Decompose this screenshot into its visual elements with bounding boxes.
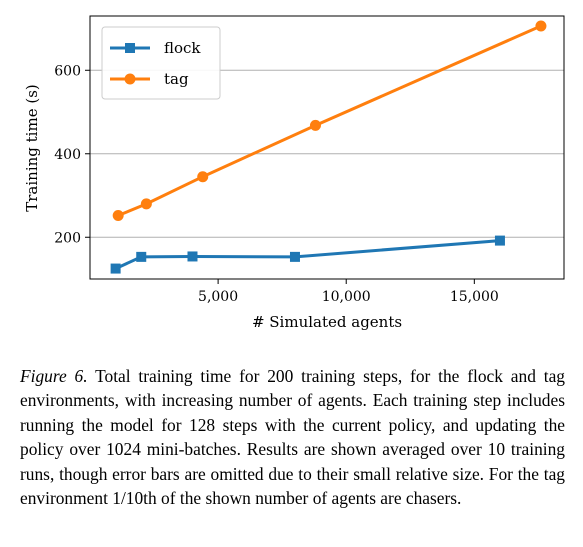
flock-point (494, 235, 505, 246)
legend-label: tag (164, 70, 189, 88)
caption-text: Total training time for 200 training ste… (20, 366, 565, 509)
plot-frame (89, 15, 565, 280)
flock-point (187, 251, 198, 262)
legend-entry-tag: tag (110, 70, 189, 88)
flock-point (136, 251, 147, 262)
y-tick-label: 200 (54, 230, 81, 246)
legend-entries: flock tag (110, 39, 201, 88)
tag-point (309, 119, 321, 131)
tag-point (197, 171, 209, 183)
line-chart: 200 400 600 5,000 10,000 15,000 # Simulated a… (23, 15, 565, 331)
figure: 200 400 600 5,000 10,000 15,000 # Simulated a… (23, 15, 565, 331)
caption-label: Figure 6. (20, 366, 88, 386)
legend-marker (125, 43, 135, 53)
flock-point (289, 251, 300, 262)
tag-point (112, 210, 124, 222)
tag-point (535, 20, 547, 32)
y-tick-label: 400 (54, 147, 81, 163)
y-tick-label: 600 (54, 63, 81, 79)
x-tick-label: 15,000 (450, 289, 499, 305)
x-tick-label: 10,000 (322, 289, 371, 305)
legend-label: flock (164, 39, 201, 57)
axis-ticks: 200 400 600 5,000 10,000 15,000 (54, 63, 499, 305)
x-axis-label: # Simulated agents (252, 313, 402, 331)
figure-caption: Figure 6. Total training time for 200 tr… (20, 364, 565, 510)
x-tick-label: 5,000 (198, 289, 238, 305)
legend-entry-flock: flock (110, 39, 201, 57)
legend: flock tag (101, 26, 221, 100)
tag-point (140, 198, 152, 210)
series-tag (112, 20, 547, 222)
legend-marker (124, 73, 136, 85)
legend-box (101, 26, 221, 100)
series-layer (110, 20, 547, 274)
series-flock (110, 235, 505, 274)
flock-line (114, 239, 502, 271)
flock-point (110, 263, 121, 274)
y-axis-label: Training time (s) (23, 84, 41, 212)
